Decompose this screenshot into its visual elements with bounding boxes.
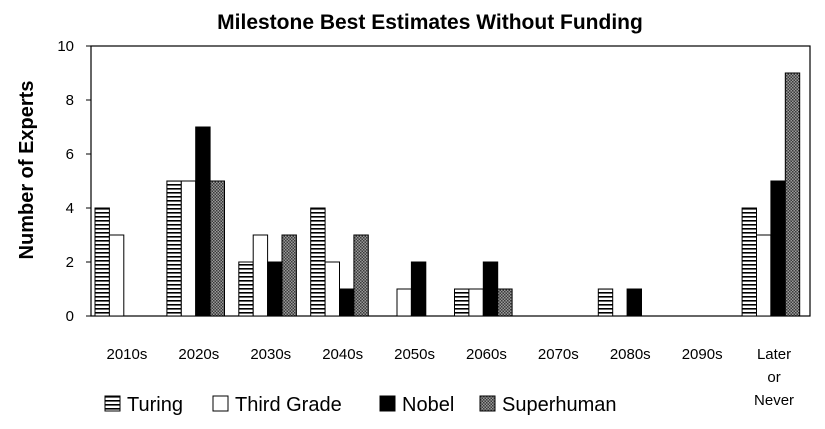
bar-turing-2030s bbox=[238, 261, 254, 317]
legend-swatch-nobel bbox=[379, 395, 396, 412]
bar-superhuman-2020s bbox=[209, 180, 226, 317]
bar-nobel-later-or-never bbox=[770, 180, 786, 317]
x-tick-label: or bbox=[767, 369, 780, 386]
legend: Turing Third Grade Nobel Superhuman bbox=[104, 394, 617, 416]
x-tick-label: 2010s bbox=[107, 346, 148, 363]
bar-superhuman-2040s bbox=[353, 234, 369, 317]
x-tick-label: Later bbox=[757, 346, 791, 363]
x-tick-label: Never bbox=[754, 392, 794, 409]
x-tick-label: 2080s bbox=[610, 346, 651, 363]
legend-label-third-grade: Third Grade bbox=[235, 394, 342, 416]
x-tick-label: 2030s bbox=[250, 346, 291, 363]
bar-nobel-2040s bbox=[339, 288, 355, 317]
bar-nobel-2030s bbox=[267, 261, 283, 317]
x-axis-ticks: 2010s 2020s 2030s 2040s 2050s 2060s 2070s 2080s… bbox=[107, 346, 795, 409]
y-tick-label: 0 bbox=[66, 308, 74, 325]
bars bbox=[94, 72, 801, 317]
y-tick-label: 10 bbox=[57, 38, 74, 55]
bar-turing-2080s bbox=[597, 288, 614, 317]
y-axis-ticks: 0 2 4 6 8 10 bbox=[57, 38, 91, 325]
bar-third-grade-2060s bbox=[468, 288, 484, 317]
chart-title: Milestone Best Estimates Without Funding bbox=[217, 11, 643, 34]
bar-turing-2010s bbox=[94, 207, 110, 317]
bar-nobel-2050s bbox=[410, 261, 427, 317]
x-tick-label: 2090s bbox=[682, 346, 723, 363]
bar-third-grade-2040s bbox=[324, 261, 341, 317]
legend-swatch-turing bbox=[104, 395, 121, 412]
bar-superhuman-later-or-never bbox=[784, 72, 801, 317]
x-tick-label: 2060s bbox=[466, 346, 507, 363]
x-tick-label: 2020s bbox=[178, 346, 219, 363]
plot-area-frame bbox=[90, 45, 811, 317]
bar-nobel-2060s bbox=[482, 261, 499, 317]
x-tick-label: 2040s bbox=[322, 346, 363, 363]
legend-label-turing: Turing bbox=[127, 394, 183, 416]
bar-nobel-2080s bbox=[626, 288, 642, 317]
legend-swatch-superhuman bbox=[479, 395, 496, 412]
bar-nobel-2020s bbox=[195, 126, 211, 317]
bar-third-grade-2020s bbox=[180, 180, 197, 317]
y-tick-label: 2 bbox=[66, 254, 74, 271]
bar-third-grade-later-or-never bbox=[756, 234, 772, 317]
bar-turing-2020s bbox=[166, 180, 182, 317]
legend-swatch-third-grade bbox=[212, 395, 229, 412]
bar-superhuman-2030s bbox=[281, 234, 297, 317]
bar-third-grade-2050s bbox=[396, 288, 412, 317]
bar-turing-later-or-never bbox=[741, 207, 757, 317]
bar-turing-2060s bbox=[454, 288, 470, 317]
y-axis-label: Number of Experts bbox=[16, 81, 38, 260]
bar-third-grade-2030s bbox=[252, 234, 269, 317]
y-tick-label: 8 bbox=[66, 92, 74, 109]
y-tick-label: 4 bbox=[66, 200, 74, 217]
x-tick-label: 2050s bbox=[394, 346, 435, 363]
legend-label-nobel: Nobel bbox=[402, 394, 454, 416]
x-tick-label: 2070s bbox=[538, 346, 579, 363]
legend-label-superhuman: Superhuman bbox=[502, 394, 617, 416]
y-tick-label: 6 bbox=[66, 146, 74, 163]
bar-third-grade-2010s bbox=[108, 234, 125, 317]
bar-turing-2040s bbox=[310, 207, 326, 317]
bar-superhuman-2060s bbox=[497, 288, 513, 317]
